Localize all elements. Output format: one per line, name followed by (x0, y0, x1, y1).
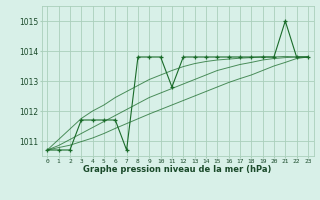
X-axis label: Graphe pression niveau de la mer (hPa): Graphe pression niveau de la mer (hPa) (84, 165, 272, 174)
